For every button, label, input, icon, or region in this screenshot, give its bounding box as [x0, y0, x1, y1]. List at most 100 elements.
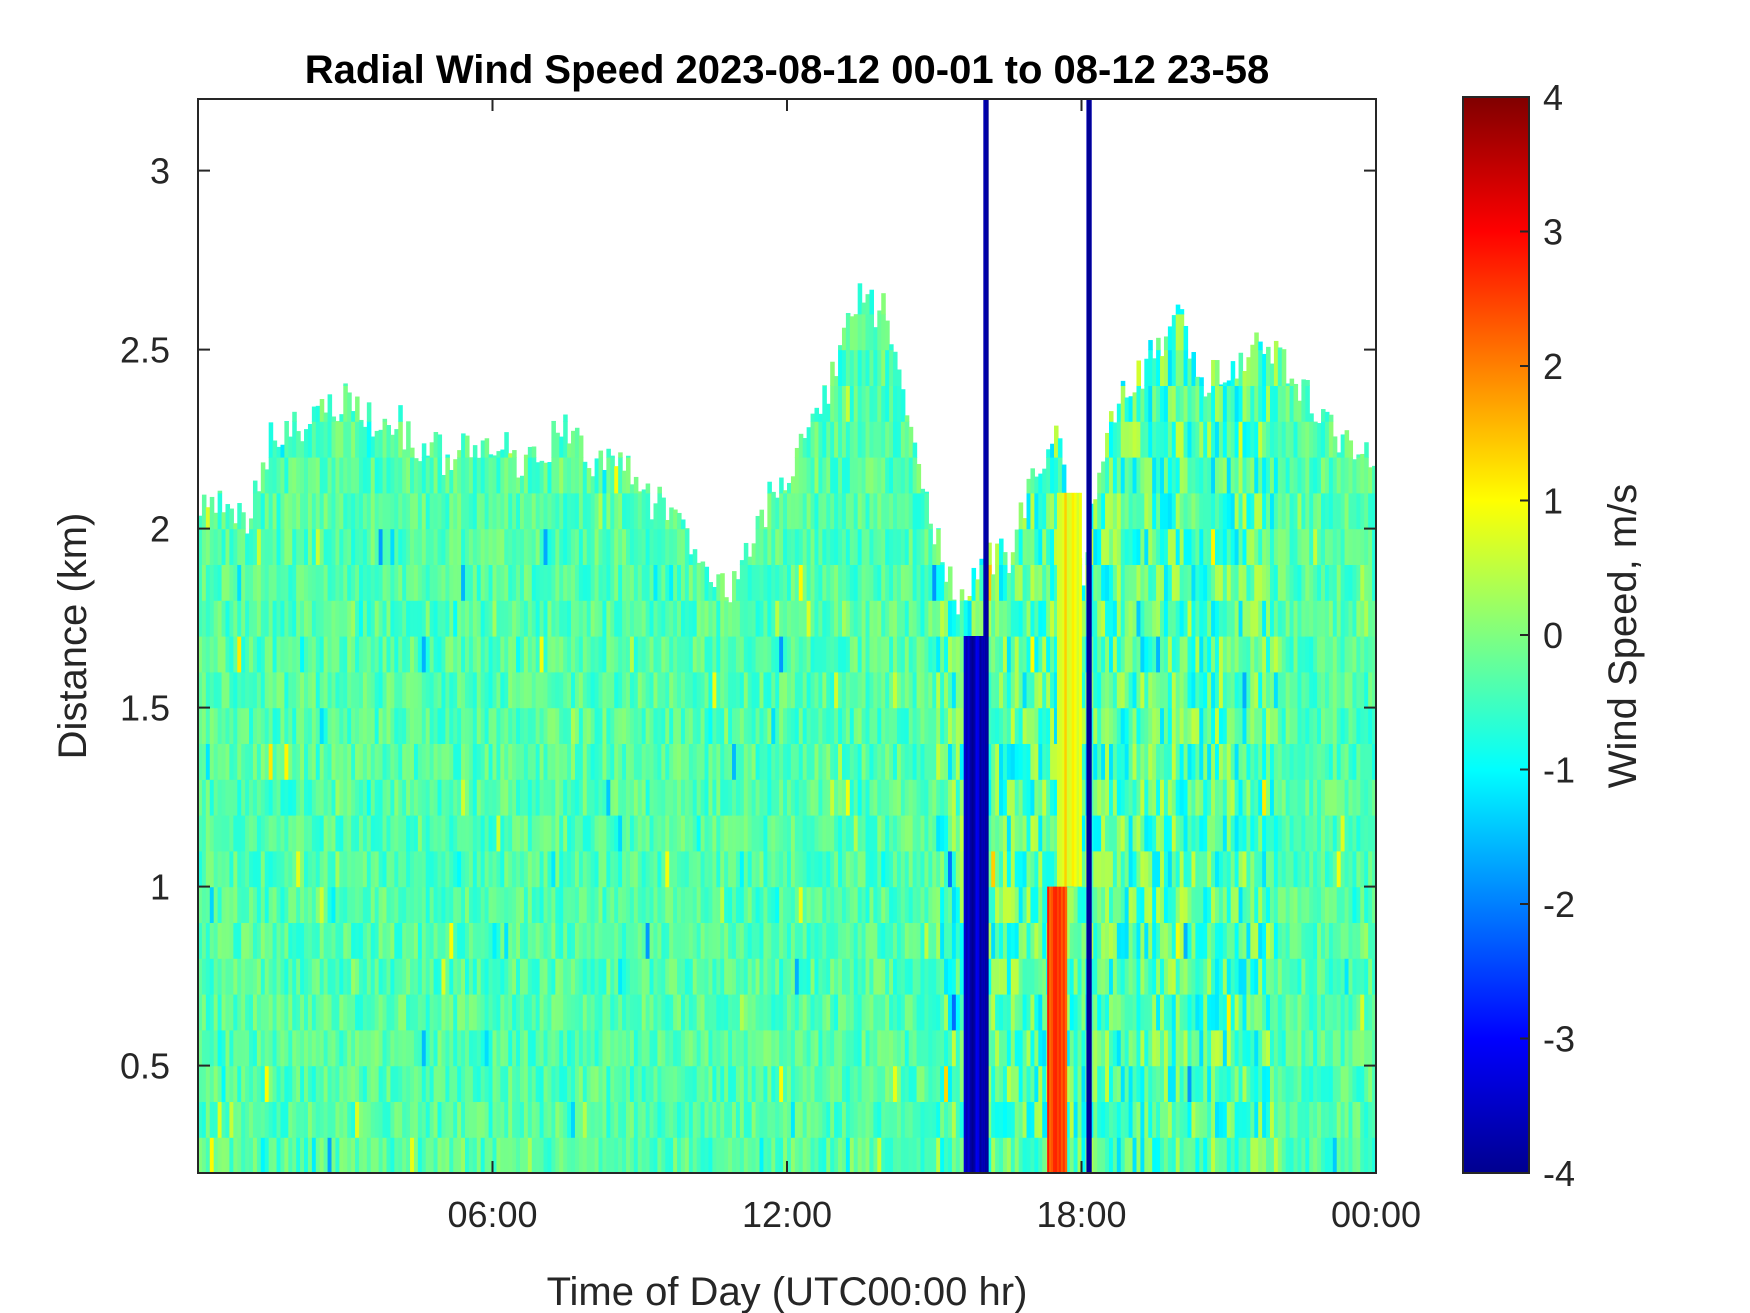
heatmap-cell [390, 671, 395, 709]
heatmap-cell [951, 1065, 957, 1102]
heatmap-cell [1054, 600, 1059, 637]
heatmap-cell [233, 779, 238, 816]
heatmap-cell [771, 671, 776, 709]
heatmap-cell [559, 600, 564, 637]
heatmap-cell [574, 564, 580, 601]
heatmap-cell [590, 636, 596, 673]
heatmap-cell [802, 564, 808, 601]
heatmap-cell [500, 564, 505, 601]
heatmap-cell [339, 636, 344, 673]
heatmap-cell [543, 564, 549, 601]
heatmap-cell [311, 779, 317, 816]
heatmap-cell [1108, 564, 1114, 601]
heatmap-cell [700, 1029, 706, 1067]
heatmap-cell [904, 671, 910, 709]
heatmap-cell [386, 958, 392, 995]
heatmap-cell [445, 528, 450, 565]
heatmap-cell [1077, 994, 1083, 1031]
heatmap-cell [1128, 1101, 1134, 1138]
heatmap-cell [578, 492, 584, 530]
heatmap-cell [252, 886, 258, 923]
heatmap-cell [1128, 815, 1134, 852]
heatmap-cell [421, 671, 427, 709]
heatmap-cell [873, 1137, 878, 1173]
heatmap-cell [700, 958, 706, 995]
heatmap-cell [916, 600, 922, 637]
heatmap-cell [834, 922, 839, 959]
heatmap-cell [849, 457, 855, 494]
heatmap-cell [402, 815, 407, 852]
heatmap-cell [629, 1029, 635, 1067]
heatmap-cell [834, 958, 839, 995]
heatmap-cell [319, 457, 325, 494]
heatmap-cell [543, 850, 549, 888]
heatmap-cell [1006, 815, 1012, 852]
heatmap-cell [1132, 815, 1138, 852]
heatmap-cell [716, 707, 721, 744]
heatmap-cell [1042, 671, 1047, 709]
heatmap-cell [991, 994, 996, 1031]
heatmap-cell [940, 779, 945, 816]
heatmap-cell [198, 707, 203, 744]
heatmap-cell [849, 564, 855, 601]
heatmap-cell [296, 815, 301, 852]
heatmap-cell [500, 850, 505, 888]
heatmap-cell [465, 707, 470, 744]
heatmap-cell [386, 528, 392, 565]
heatmap-cell [366, 600, 372, 637]
heatmap-cell [987, 671, 992, 709]
heatmap-cell [739, 1101, 745, 1138]
heatmap-cell [704, 886, 710, 923]
heatmap-cell [362, 426, 368, 458]
heatmap-cell [1105, 886, 1110, 923]
heatmap-cell [951, 1137, 957, 1173]
heatmap-cell [237, 1137, 242, 1173]
heatmap-cell [484, 743, 490, 780]
heatmap-cell [798, 1137, 804, 1173]
heatmap-cell [622, 994, 627, 1031]
heatmap-cell [610, 492, 615, 530]
heatmap-cell [1054, 850, 1059, 888]
heatmap-cell [433, 600, 439, 637]
heatmap-cell [288, 707, 293, 744]
heatmap-cell [940, 994, 945, 1031]
heatmap-cell [272, 707, 278, 744]
heatmap-cell [201, 707, 207, 744]
heatmap-cell [896, 421, 902, 458]
heatmap-cell [991, 636, 996, 673]
heatmap-cell [276, 564, 282, 601]
heatmap-cell [893, 743, 898, 780]
heatmap-cell [602, 850, 607, 888]
heatmap-cell [794, 958, 800, 995]
heatmap-cell [209, 994, 215, 1031]
heatmap-cell [1054, 779, 1059, 816]
heatmap-cell [1046, 492, 1051, 530]
heatmap-cell [480, 636, 486, 673]
heatmap-cell [594, 528, 600, 565]
heatmap-cell [814, 994, 820, 1031]
heatmap-cell [720, 922, 725, 959]
heatmap-cell [394, 1029, 399, 1067]
heatmap-cell [838, 345, 843, 351]
heatmap-cell [896, 671, 902, 709]
heatmap-cell [732, 922, 737, 959]
heatmap-cell [574, 457, 580, 494]
heatmap-cell [366, 1029, 372, 1067]
heatmap-cell [1018, 922, 1024, 959]
heatmap-cell [779, 1137, 784, 1173]
heatmap-cell [1002, 564, 1008, 601]
heatmap-cell [818, 457, 823, 494]
heatmap-cell [1148, 958, 1153, 995]
heatmap-cell [798, 1029, 804, 1067]
heatmap-cell [771, 1137, 776, 1173]
heatmap-cell [665, 528, 670, 565]
heatmap-cell [912, 779, 918, 816]
heatmap-cell [704, 1101, 710, 1138]
heatmap-cell [955, 1101, 961, 1138]
heatmap-cell [987, 1029, 992, 1067]
heatmap-cell [845, 313, 851, 315]
heatmap-cell [999, 922, 1004, 959]
heatmap-cell [606, 743, 611, 780]
heatmap-cell [358, 994, 364, 1031]
heatmap-cell [417, 743, 423, 780]
